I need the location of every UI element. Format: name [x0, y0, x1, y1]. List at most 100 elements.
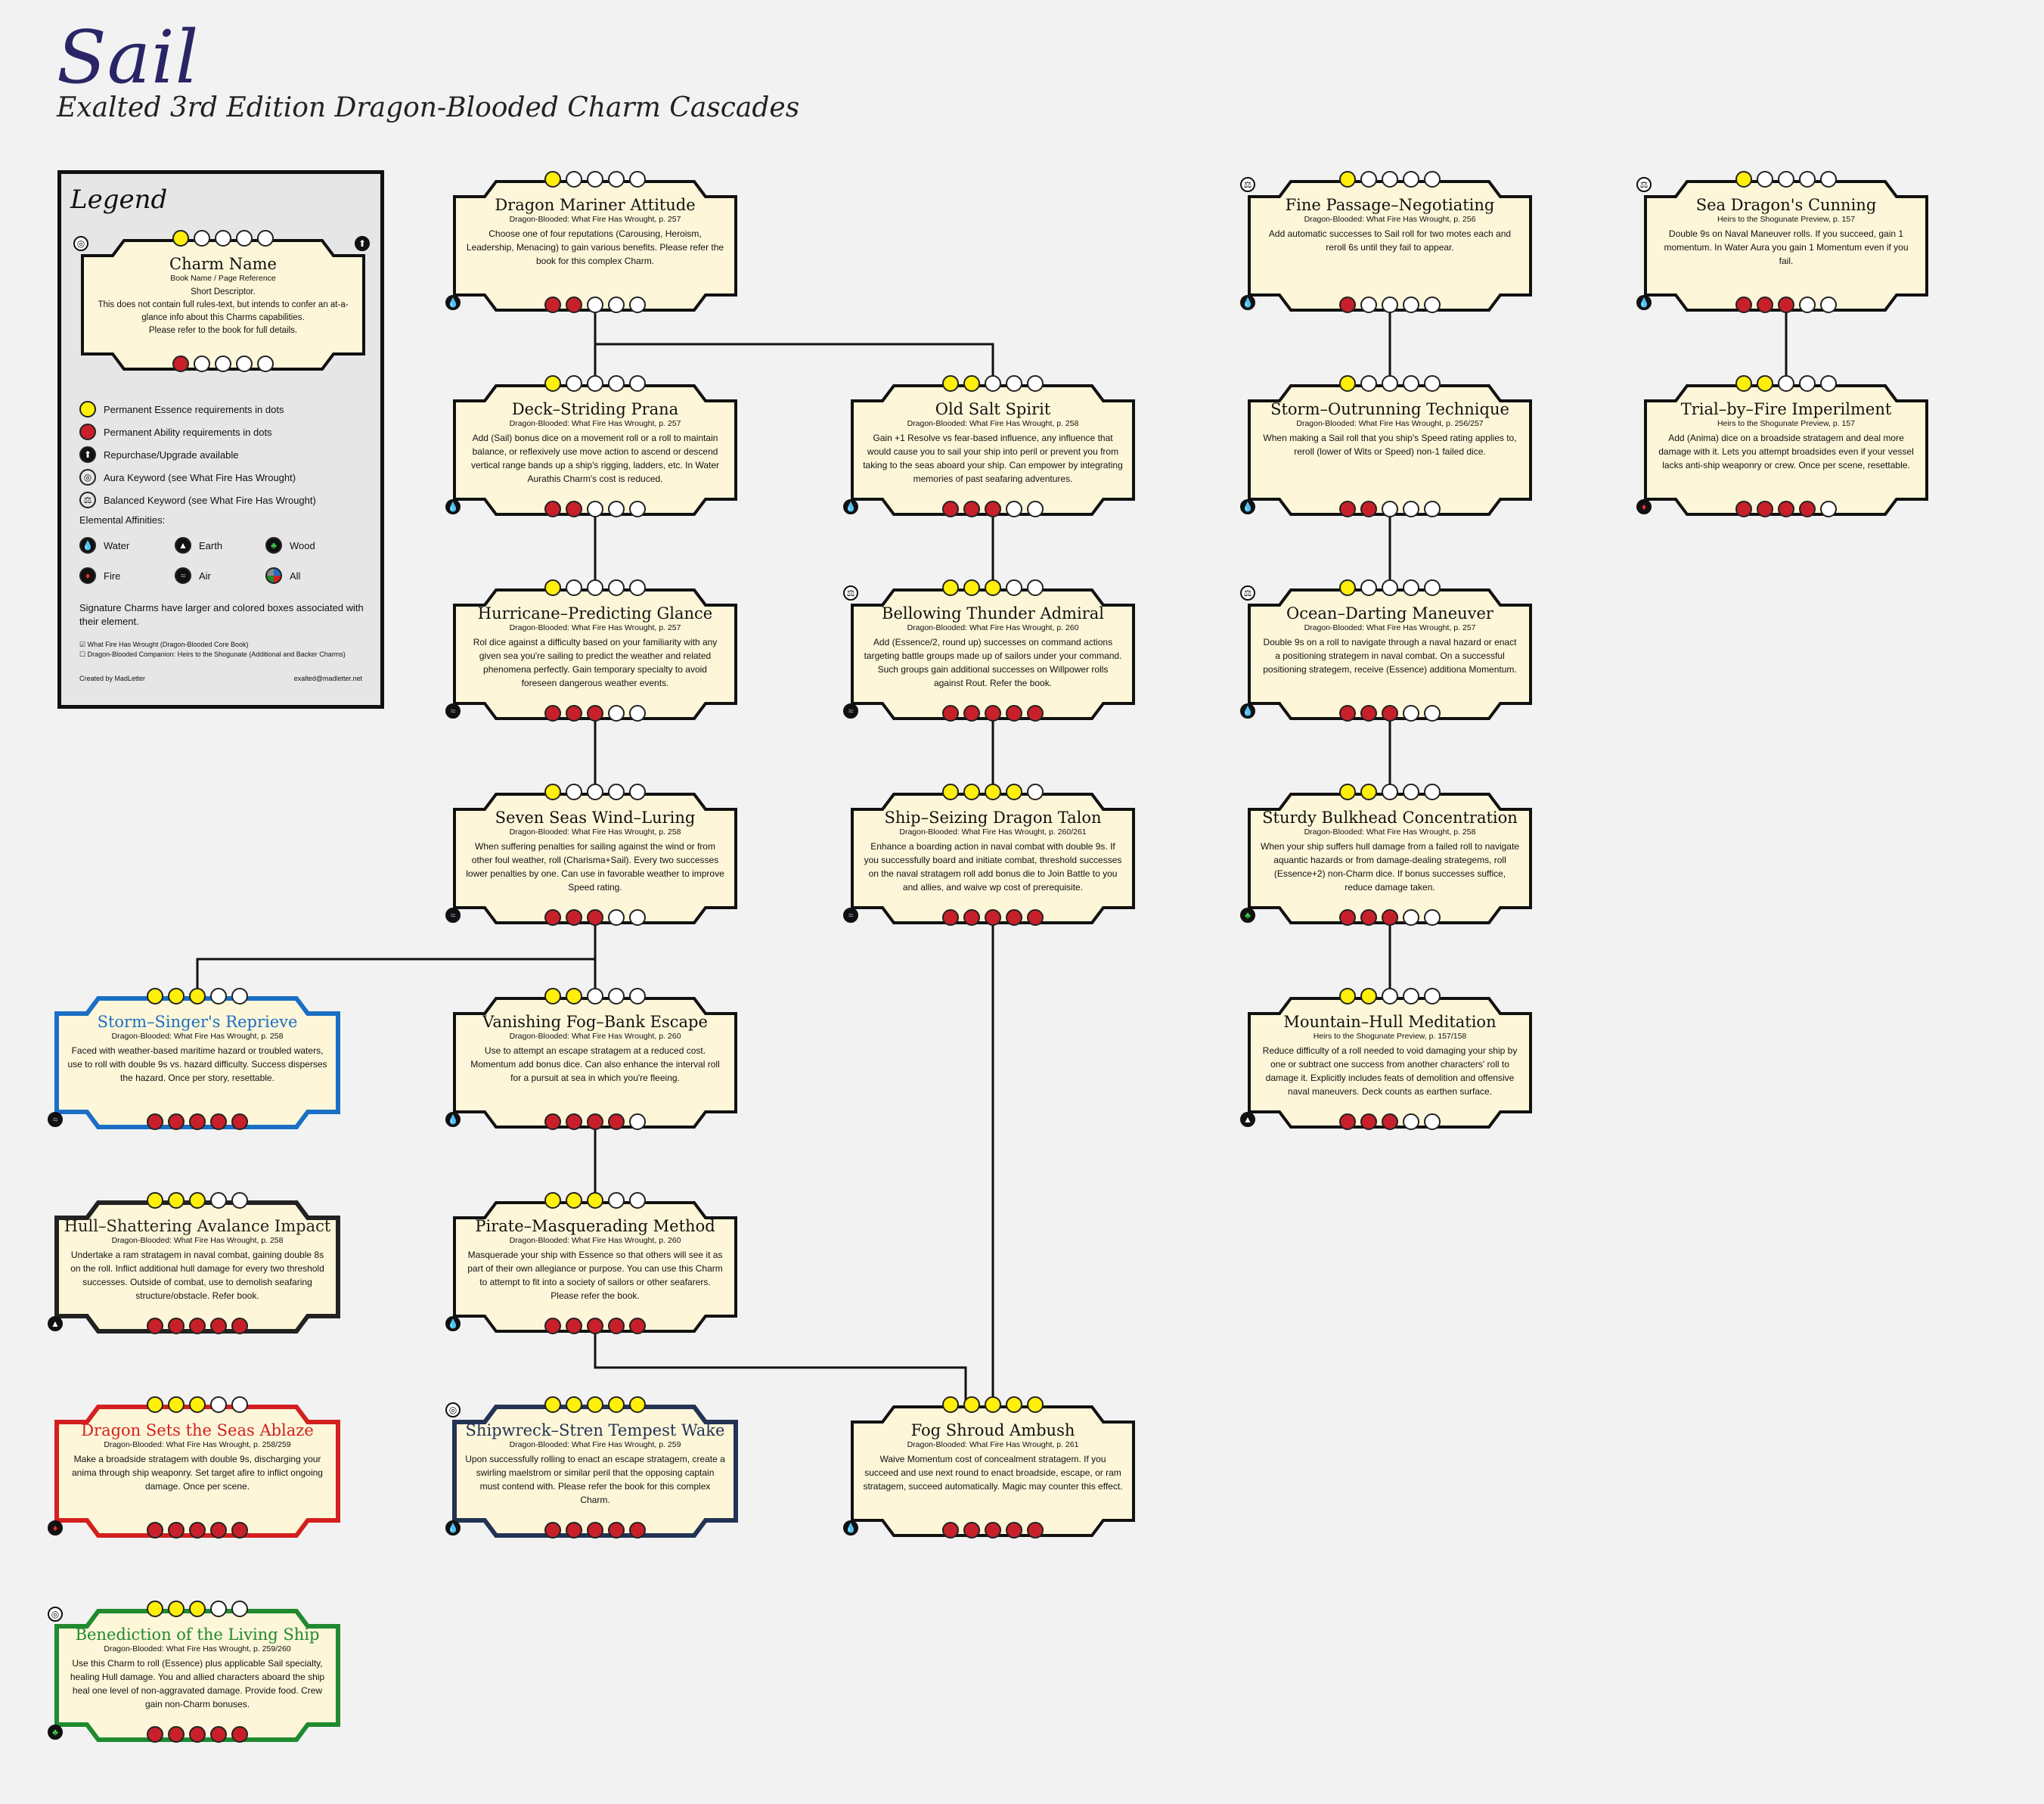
- essence-dot-empty: [1382, 988, 1398, 1004]
- card-frame: [1644, 384, 1928, 516]
- book-core: ☑ What Fire Has Wrought (Dragon-Blooded …: [79, 641, 249, 648]
- ability-dot-filled: [566, 705, 582, 722]
- essence-dot-filled: [566, 988, 582, 1004]
- essence-dot-empty: [1382, 375, 1398, 392]
- essence-dot-empty: [215, 230, 231, 247]
- charm-name: Fine Passage–Negotiating: [1285, 196, 1495, 214]
- essence-dot-empty: [608, 1192, 625, 1209]
- charm-book: Heirs to the Shogunate Preview, p. 157: [1717, 419, 1856, 428]
- ability-dots: [852, 909, 1134, 926]
- charm-book: Heirs to the Shogunate Preview, p. 157/1…: [1313, 1032, 1467, 1041]
- charm-name: Ship–Seizing Dragon Talon: [884, 809, 1102, 827]
- ability-dot-empty: [1382, 501, 1398, 517]
- ability-dot-filled: [544, 1318, 561, 1334]
- legend-sample-card: Charm Name Book Name / Page Reference Sh…: [73, 230, 370, 372]
- essence-dot-empty: [210, 988, 227, 1004]
- essence-dot-filled: [942, 1396, 959, 1413]
- essence-dot-empty: [1424, 988, 1441, 1004]
- legend-row-air: ≈ Air: [175, 567, 211, 584]
- essence-dot-empty: [1403, 375, 1419, 392]
- ability-dots: [454, 297, 736, 313]
- charm-book: Dragon-Blooded: What Fire Has Wrought, p…: [1304, 623, 1476, 632]
- charm-book: Dragon-Blooded: What Fire Has Wrought, p…: [509, 419, 681, 428]
- legend-label: All: [290, 570, 301, 582]
- card-border: [453, 997, 737, 1129]
- legend-label: Repurchase/Upgrade available: [104, 449, 239, 461]
- essence-dots: [1249, 579, 1531, 596]
- essence-dot-filled: [1339, 579, 1356, 596]
- charm-desc: Double 9s on a roll to navigate through …: [1263, 637, 1517, 675]
- essence-dot-empty: [1778, 171, 1794, 188]
- essence-dot-empty: [1403, 988, 1419, 1004]
- ability-dot-filled: [1360, 909, 1377, 926]
- wood-icon: ♣: [1240, 908, 1255, 923]
- ability-dot-filled: [1339, 501, 1356, 517]
- ability-dot-filled: [1778, 297, 1794, 313]
- balanced-icon: ⚖: [1240, 585, 1255, 601]
- balanced-icon: ⚖: [79, 492, 96, 508]
- ability-dot-filled: [1360, 1113, 1377, 1130]
- ability-dot-filled: [963, 1522, 980, 1539]
- card-border: [453, 588, 737, 720]
- card-border: [851, 1405, 1135, 1537]
- essence-dot-empty: [587, 988, 603, 1004]
- essence-dot-filled: [168, 1601, 185, 1617]
- ability-dot-filled: [566, 297, 582, 313]
- card-border: [1248, 588, 1532, 720]
- legend-row-ability: Permanent Ability requirements in dots: [79, 424, 272, 440]
- essence-dot-filled: [172, 230, 189, 247]
- ability-dot-filled: [172, 356, 189, 372]
- essence-dot-empty: [608, 579, 625, 596]
- legend-label: Permanent Essence requirements in dots: [104, 403, 284, 415]
- essence-dot-empty: [1006, 375, 1022, 392]
- essence-dot-empty: [566, 375, 582, 392]
- ability-dot-filled: [587, 909, 603, 926]
- essence-dot-empty: [194, 230, 210, 247]
- ability-dot-empty: [608, 501, 625, 517]
- essence-dot-filled: [1006, 784, 1022, 800]
- charm-name: Ocean–Darting Maneuver: [1286, 604, 1493, 623]
- air-icon: ≈: [445, 703, 461, 719]
- ability-dot-filled: [566, 1522, 582, 1539]
- ability-dot-filled: [587, 1113, 603, 1130]
- charm-card-vfbe: Vanishing Fog–Bank Escape Dragon-Blooded:…: [445, 988, 737, 1130]
- card-frame: [851, 793, 1135, 924]
- card-border: [851, 793, 1135, 924]
- charm-name: Sea Dragon's Cunning: [1695, 196, 1877, 214]
- water-icon: 💧: [1240, 703, 1255, 719]
- charm-card-dma: Dragon Mariner Attitude Dragon-Blooded: W…: [445, 171, 737, 313]
- arrow-up-icon: ⬆: [355, 236, 370, 251]
- charm-name: Benediction of the Living Ship: [75, 1625, 320, 1644]
- ability-dot-empty: [629, 501, 646, 517]
- fire-icon: ♦: [1636, 499, 1652, 514]
- essence-dot-empty: [587, 579, 603, 596]
- card-border: [453, 793, 737, 924]
- ability-dot-empty: [1820, 297, 1837, 313]
- card-border: [453, 384, 737, 516]
- charm-desc: When suffering penalties for sailing aga…: [466, 841, 724, 893]
- ability-dots: [454, 1522, 736, 1539]
- ability-dots: [454, 705, 736, 722]
- arrow-up-icon: ⬆: [79, 446, 96, 463]
- charm-card-hpg: Hurricane–Predicting Glance Dragon-Bloode…: [445, 579, 737, 722]
- essence-dots: [454, 579, 736, 596]
- charm-desc: Make a broadside stratagem with double 9…: [72, 1454, 323, 1492]
- ability-dot-empty: [608, 909, 625, 926]
- balanced-icon: ⚖: [1636, 177, 1652, 192]
- legend-row-fire: ♦ Fire: [79, 567, 120, 584]
- ability-dots: [454, 1318, 736, 1334]
- charm-book: Dragon-Blooded: What Fire Has Wrought, p…: [1296, 419, 1484, 428]
- ability-dot-filled: [147, 1522, 163, 1539]
- charm-card-hsai: Hull–Shattering Avalance Impact Dragon-Bl…: [48, 1192, 340, 1334]
- ability-dots: [454, 909, 736, 926]
- essence-dot-empty: [629, 784, 646, 800]
- ability-dot-filled: [963, 501, 980, 517]
- charm-name: Seven Seas Wind–Luring: [495, 809, 696, 827]
- fire-icon: ♦: [48, 1520, 63, 1535]
- charm-card-odm: Ocean–Darting Maneuver Dragon-Blooded: Wh…: [1240, 579, 1532, 722]
- ability-dot-filled: [985, 909, 1001, 926]
- ability-dot-empty: [1403, 501, 1419, 517]
- essence-dot-empty: [231, 1192, 248, 1209]
- essence-dot-filled: [1027, 1396, 1044, 1413]
- legend-row-water: 💧 Water: [79, 537, 129, 554]
